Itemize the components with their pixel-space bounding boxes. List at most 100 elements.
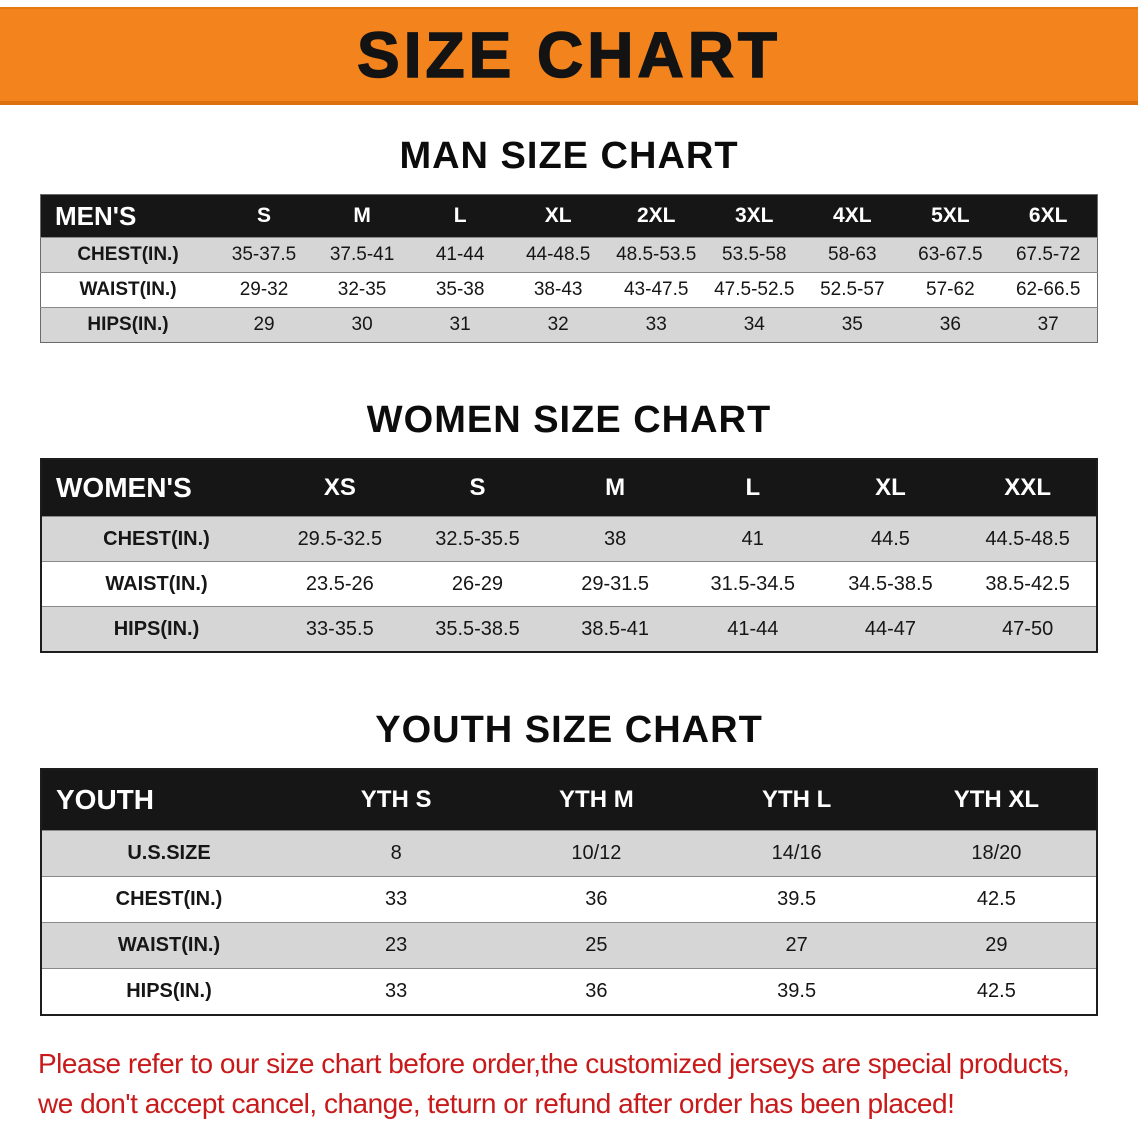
size-value: 35	[803, 307, 902, 343]
size-value: 39.5	[696, 876, 897, 923]
size-column-header: L	[683, 459, 822, 517]
row-label: WAIST(IN.)	[41, 922, 296, 969]
page-title: SIZE CHART	[356, 18, 781, 92]
table-row: HIPS(IN.) 33 36 39.5 42.5	[41, 968, 1097, 1015]
size-column-header: S	[215, 194, 314, 238]
size-column-header: YTH M	[496, 769, 697, 831]
size-value: 44.5	[821, 516, 960, 562]
size-column-header: 4XL	[803, 194, 902, 238]
table-row: HIPS(IN.) 29 30 31 32 33 34 35 36 37	[40, 307, 1098, 343]
size-column-header: S	[408, 459, 547, 517]
size-value: 8	[296, 830, 497, 877]
size-value: 38.5-42.5	[959, 561, 1097, 607]
row-label: U.S.SIZE	[41, 830, 296, 877]
size-value: 37	[999, 307, 1098, 343]
size-value: 29	[896, 922, 1097, 969]
size-column-header: XL	[821, 459, 960, 517]
size-value: 48.5-53.5	[607, 237, 706, 273]
row-label: HIPS(IN.)	[40, 307, 215, 343]
size-column-header: 5XL	[901, 194, 1000, 238]
size-value: 27	[696, 922, 897, 969]
table-title-cell: MEN'S	[40, 194, 215, 238]
table-header-row: MEN'S S M L XL 2XL 3XL 4XL 5XL 6XL	[40, 194, 1098, 238]
size-value: 23.5-26	[271, 561, 409, 607]
size-value: 32	[509, 307, 608, 343]
size-value: 44.5-48.5	[959, 516, 1097, 562]
size-value: 32-35	[313, 272, 412, 308]
size-value: 18/20	[896, 830, 1097, 877]
table-header-row: YOUTH YTH S YTH M YTH L YTH XL	[41, 769, 1097, 831]
size-value: 38.5-41	[546, 606, 684, 652]
size-value: 47-50	[959, 606, 1097, 652]
size-value: 67.5-72	[999, 237, 1098, 273]
size-value: 52.5-57	[803, 272, 902, 308]
youth-size-section: YOUTH SIZE CHART YOUTH YTH S YTH M YTH L YTH…	[0, 709, 1138, 1016]
size-column-header: YTH S	[296, 769, 497, 831]
size-value: 34	[705, 307, 804, 343]
size-column-header: XL	[509, 194, 608, 238]
size-value: 38-43	[509, 272, 608, 308]
youth-section-heading: YOUTH SIZE CHART	[375, 709, 763, 751]
notice-line-1: Please refer to our size chart before or…	[38, 1048, 1070, 1079]
women-section-heading: WOMEN SIZE CHART	[366, 399, 772, 441]
table-row: HIPS(IN.) 33-35.5 35.5-38.5 38.5-41 41-44 44-…	[41, 606, 1097, 652]
women-size-table: WOMEN'S XS S M L XL XXL CHEST(IN.) 29.5-32.5 32.5…	[40, 458, 1098, 653]
table-row: CHEST(IN.) 29.5-32.5 32.5-35.5 38 41 44.5 44.5…	[41, 516, 1097, 562]
size-value: 26-29	[408, 561, 547, 607]
size-value: 35-37.5	[215, 237, 314, 273]
table-title-cell: WOMEN'S	[41, 459, 271, 517]
size-chart-page: SIZE CHART MAN SIZE CHART MEN'S S M L XL 2XL 3…	[0, 7, 1138, 1139]
row-label: CHEST(IN.)	[40, 237, 215, 273]
size-value: 32.5-35.5	[408, 516, 547, 562]
size-value: 10/12	[496, 830, 697, 877]
size-value: 63-67.5	[901, 237, 1000, 273]
size-value: 36	[496, 876, 697, 923]
size-column-header: YTH XL	[896, 769, 1097, 831]
size-value: 25	[496, 922, 697, 969]
size-column-header: YTH L	[696, 769, 897, 831]
size-value: 53.5-58	[705, 237, 804, 273]
size-value: 14/16	[696, 830, 897, 877]
size-value: 41-44	[411, 237, 510, 273]
size-value: 34.5-38.5	[821, 561, 960, 607]
size-column-header: 3XL	[705, 194, 804, 238]
row-label: WAIST(IN.)	[41, 561, 271, 607]
size-column-header: 6XL	[999, 194, 1098, 238]
table-row: CHEST(IN.) 35-37.5 37.5-41 41-44 44-48.5 48.5…	[40, 237, 1098, 273]
size-value: 43-47.5	[607, 272, 706, 308]
size-value: 57-62	[901, 272, 1000, 308]
row-label: CHEST(IN.)	[41, 516, 271, 562]
size-value: 29-32	[215, 272, 314, 308]
size-value: 38	[546, 516, 684, 562]
size-value: 29-31.5	[546, 561, 684, 607]
size-value: 37.5-41	[313, 237, 412, 273]
size-value: 41	[683, 516, 822, 562]
size-value: 33	[607, 307, 706, 343]
size-value: 41-44	[683, 606, 822, 652]
banner: SIZE CHART	[0, 7, 1138, 105]
table-row: WAIST(IN.) 23.5-26 26-29 29-31.5 31.5-34.5 34…	[41, 561, 1097, 607]
row-label: WAIST(IN.)	[40, 272, 215, 308]
men-size-table: MEN'S S M L XL 2XL 3XL 4XL 5XL 6XL CHEST(IN.) 35-37…	[40, 194, 1098, 343]
table-row: U.S.SIZE 8 10/12 14/16 18/20	[41, 830, 1097, 877]
size-column-header: XS	[271, 459, 409, 517]
size-value: 44-47	[821, 606, 960, 652]
row-label: HIPS(IN.)	[41, 606, 271, 652]
men-section-heading: MAN SIZE CHART	[399, 135, 739, 177]
order-notice: Please refer to our size chart before or…	[38, 1044, 1100, 1124]
row-label: HIPS(IN.)	[41, 968, 296, 1015]
size-value: 33	[296, 968, 497, 1015]
size-column-header: M	[313, 194, 412, 238]
size-value: 42.5	[896, 876, 1097, 923]
size-column-header: L	[411, 194, 510, 238]
size-value: 58-63	[803, 237, 902, 273]
size-column-header: 2XL	[607, 194, 706, 238]
size-value: 35.5-38.5	[408, 606, 547, 652]
size-value: 33-35.5	[271, 606, 409, 652]
table-row: WAIST(IN.) 23 25 27 29	[41, 922, 1097, 969]
table-title-cell: YOUTH	[41, 769, 296, 831]
size-value: 36	[496, 968, 697, 1015]
men-size-section: MAN SIZE CHART MEN'S S M L XL 2XL 3XL 4XL 5XL 6XL…	[0, 135, 1138, 343]
size-column-header: M	[546, 459, 684, 517]
size-value: 33	[296, 876, 497, 923]
